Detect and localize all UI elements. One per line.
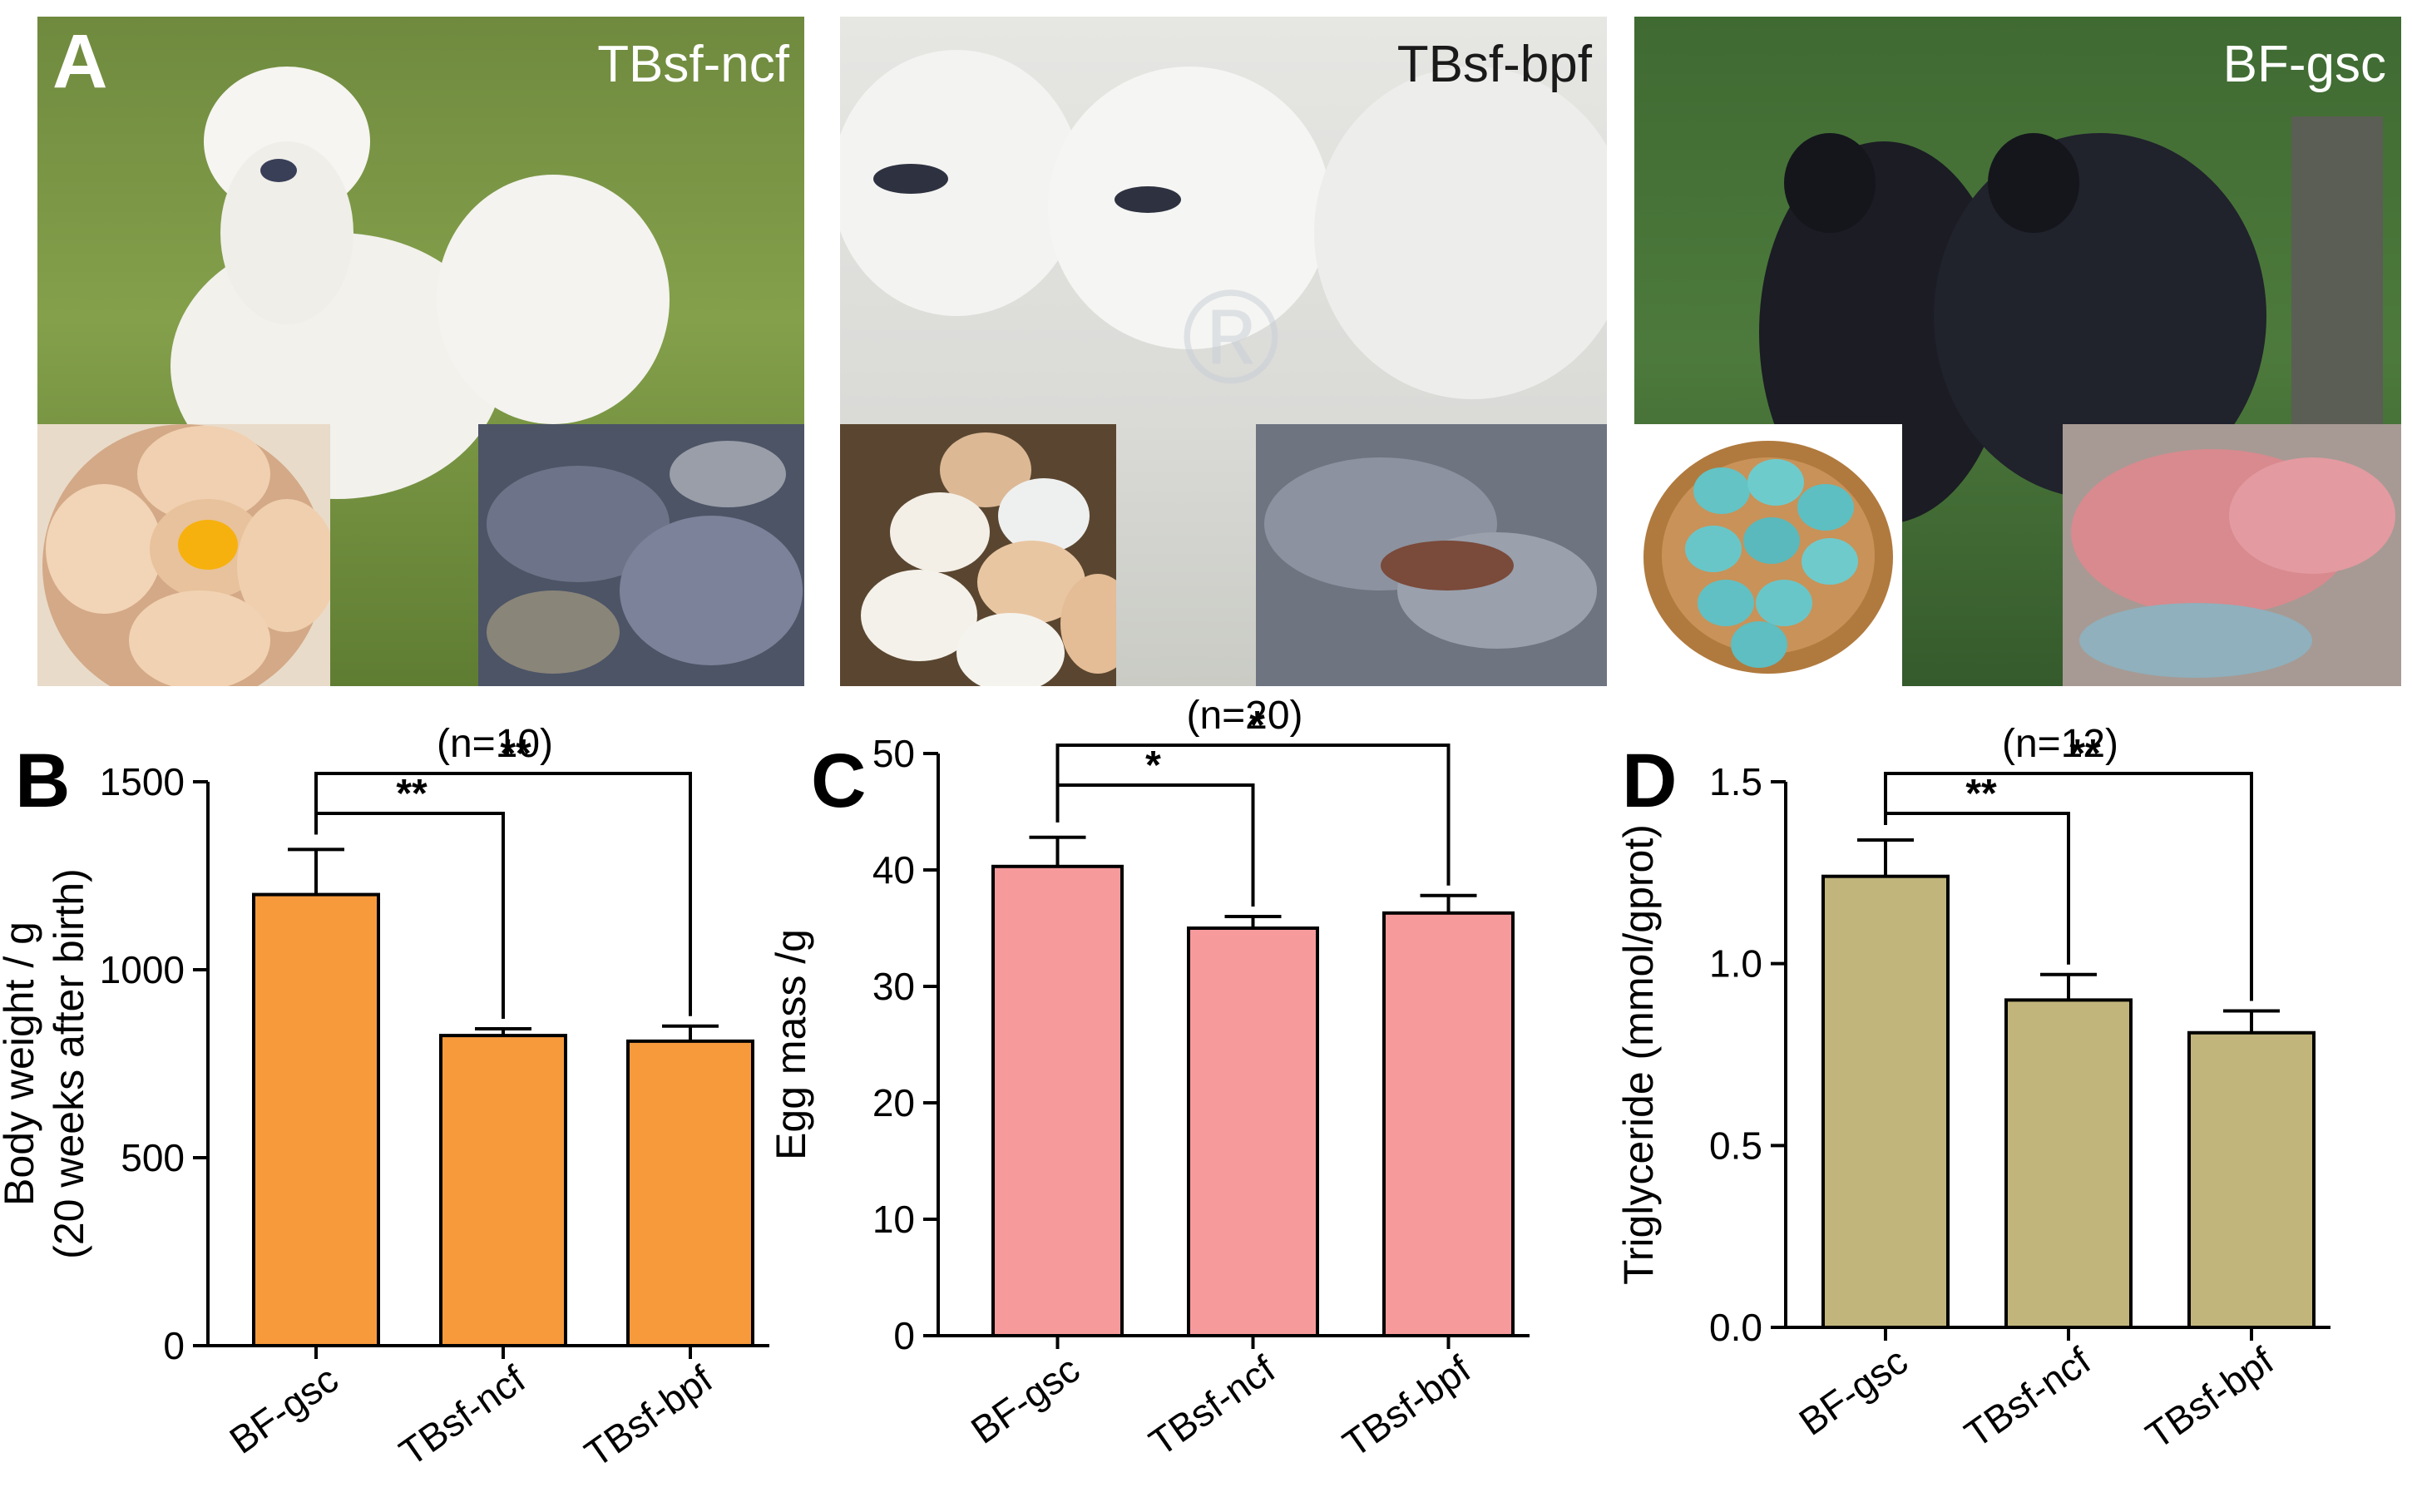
chart-b-category-label: BF-gsc xyxy=(222,1357,346,1462)
chart-d-y-tick-label: 0.0 xyxy=(1709,1306,1762,1349)
chart-b-panel-letter: B xyxy=(15,739,70,823)
chart-b-bar xyxy=(626,1039,754,1347)
chart-d-y-tick-label: 1.0 xyxy=(1709,942,1762,986)
chart-d-category-label: TBsf-ncf xyxy=(1957,1338,2098,1455)
chart-b-n-label: (n=10) xyxy=(437,722,553,766)
chart-c-panel-letter: C xyxy=(811,739,866,823)
chart-c-y-tick-label: 10 xyxy=(872,1198,915,1241)
chart-c-n-label: (n=20) xyxy=(1186,694,1302,738)
chart-d-y-label: Triglyceride (mmol/gprot) xyxy=(1615,824,1662,1285)
chart-d-significance-label: ** xyxy=(1965,772,1997,816)
chart-c-category-label: BF-gsc xyxy=(963,1347,1087,1452)
egg-inset-nest xyxy=(840,424,1116,686)
chart-b-y-tick-label: 1500 xyxy=(100,760,185,803)
chart-c-y-tick-label: 0 xyxy=(893,1314,915,1357)
egg-inset-brown xyxy=(37,424,330,686)
meat-inset-dark xyxy=(478,424,804,686)
chart-d-bar xyxy=(1821,874,1950,1329)
silkie-flock-illustration: ® xyxy=(840,50,1607,411)
chart-c-category-label: TBsf-ncf xyxy=(1141,1346,1283,1464)
photo-tbsf-ncf: A TBsf-ncf xyxy=(37,17,804,686)
photo-label-tbsf-bpf: TBsf-bpf xyxy=(1396,36,1592,93)
photo-tbsf-bpf: ® TBsf-bpf xyxy=(840,17,1607,686)
chart-c-bar xyxy=(1187,926,1319,1337)
chart-d-n-label: (n=12) xyxy=(2002,722,2118,766)
chart-b-y-label: Body weight / g xyxy=(0,922,42,1206)
chart-b-significance-label: ** xyxy=(396,772,428,816)
chart-d-bar xyxy=(2004,998,2133,1329)
chart-b-y-label-sub: (20 weeks after birth) xyxy=(46,868,92,1259)
chart-c-category-label: TBsf-bpf xyxy=(1335,1346,1478,1465)
svg-text:®: ® xyxy=(1182,262,1280,411)
chart-c-significance-label: * xyxy=(1249,704,1265,748)
chart-b-y-tick-label: 0 xyxy=(163,1324,185,1367)
chart-c-y-tick-label: 30 xyxy=(872,965,915,1008)
chart-b-bar xyxy=(252,892,380,1348)
chart-c-bar xyxy=(1382,911,1515,1337)
chart-b-y-tick-label: 1000 xyxy=(100,948,185,991)
photo-bf-gsc: BF-gsc xyxy=(1634,17,2401,686)
chart-b-category-label: TBsf-ncf xyxy=(392,1356,533,1474)
chart-d-y-tick-label: 1.5 xyxy=(1709,760,1762,803)
egg-inset-blue xyxy=(1634,424,1902,686)
chart-d-y-tick-label: 0.5 xyxy=(1709,1124,1762,1167)
chart-c-y-tick-label: 50 xyxy=(872,732,915,775)
chart-d-bar xyxy=(2187,1030,2316,1329)
chart-c-y-tick-label: 40 xyxy=(872,848,915,892)
chart-d-panel-letter: D xyxy=(1622,739,1677,823)
photo-label-tbsf-ncf: TBsf-ncf xyxy=(597,36,789,93)
chart-c-significance-bracket xyxy=(1055,744,1451,886)
chart-c-y-tick-label: 20 xyxy=(872,1081,915,1124)
chart-d-significance-bracket xyxy=(1884,772,2253,1001)
chart-d-category-label: BF-gsc xyxy=(1792,1339,1915,1444)
chart-c-significance-label: * xyxy=(1145,744,1161,788)
panel-a-letter: A xyxy=(52,19,108,104)
meat-inset-grey xyxy=(1256,424,1607,686)
meat-inset-pink xyxy=(2063,424,2401,686)
chart-d-significance-label: ** xyxy=(2069,732,2101,776)
chart-b-bar xyxy=(439,1034,567,1347)
chart-b-y-tick-label: 500 xyxy=(121,1136,185,1179)
photo-label-bf-gsc: BF-gsc xyxy=(2222,36,2386,93)
chart-d-category-label: TBsf-bpf xyxy=(2138,1338,2281,1456)
chart-b-significance-bracket xyxy=(314,772,692,1016)
chart-b-significance-label: ** xyxy=(500,732,531,776)
chart-b-category-label: TBsf-bpf xyxy=(577,1356,720,1475)
chart-c-y-label: Egg mass /g xyxy=(768,929,814,1160)
chart-c-bar xyxy=(991,864,1124,1338)
